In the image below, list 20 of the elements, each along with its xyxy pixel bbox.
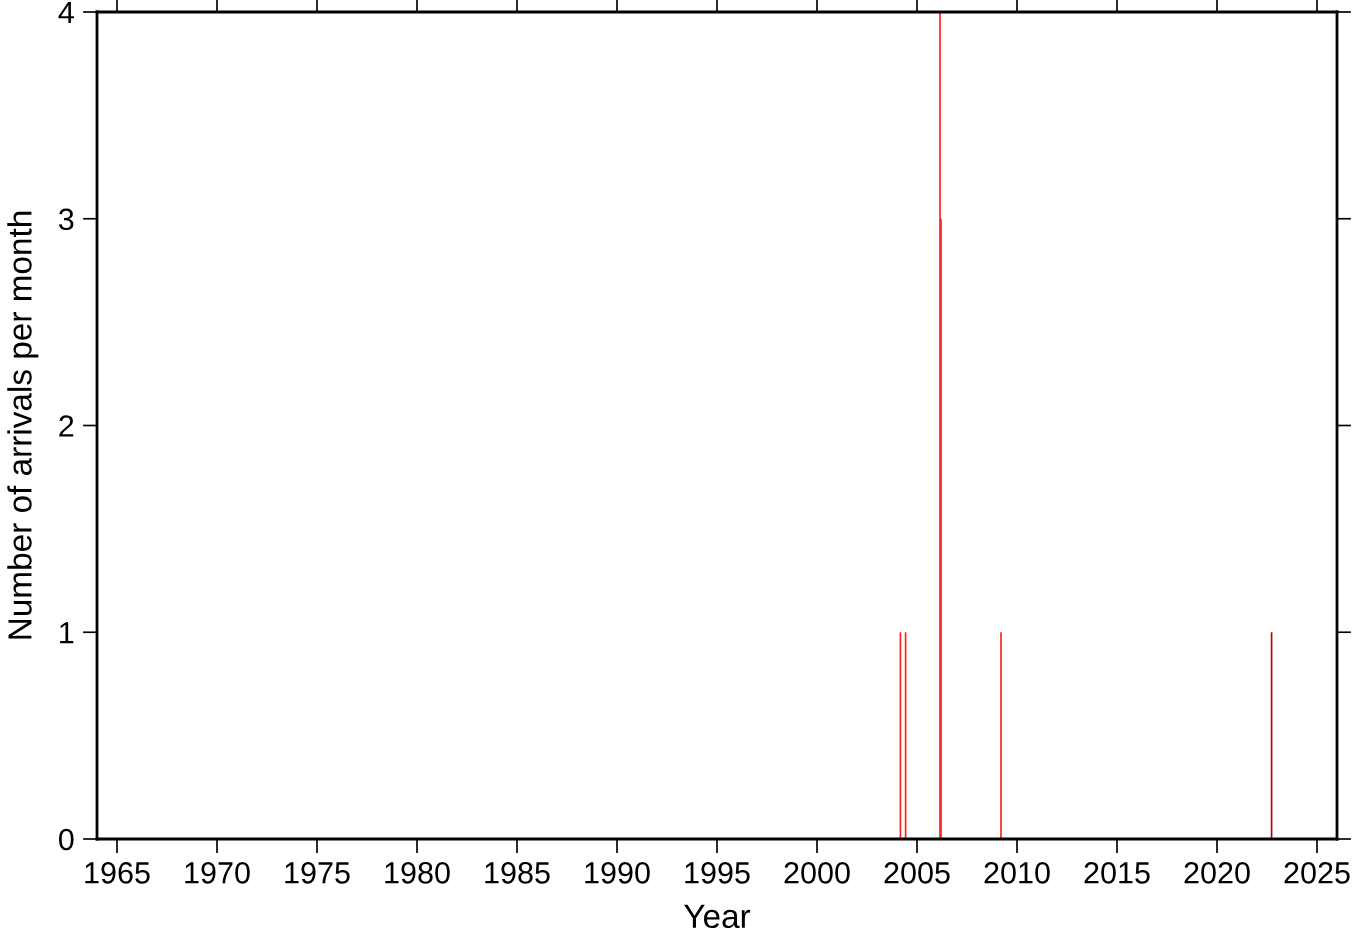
x-axis-title: Year (684, 904, 751, 929)
y-tick-label: 3 (58, 208, 74, 231)
x-tick-label: 1975 (285, 862, 350, 884)
y-tick-label: 4 (58, 2, 74, 24)
x-tick-label: 1980 (385, 862, 450, 884)
x-tick-label: 1985 (485, 862, 550, 884)
x-tick-label: 2000 (784, 862, 850, 884)
y-tick-label: 0 (58, 828, 74, 851)
x-tick-label: 1990 (585, 862, 650, 884)
x-tick-label: 2020 (1184, 862, 1250, 884)
x-tick-label: 2015 (1084, 862, 1150, 884)
y-tick-label: 2 (59, 415, 74, 437)
x-tick-label: 2025 (1284, 862, 1350, 884)
x-tick-label: 1995 (685, 862, 750, 884)
x-tick-label: 2010 (984, 862, 1050, 884)
x-tick-label: 1970 (185, 862, 250, 884)
y-axis-title: Number of arrivals per month (7, 211, 39, 639)
x-tick-label: 1965 (85, 862, 150, 884)
x-tick-label: 2005 (884, 862, 950, 884)
y-tick-label: 1 (60, 622, 74, 644)
